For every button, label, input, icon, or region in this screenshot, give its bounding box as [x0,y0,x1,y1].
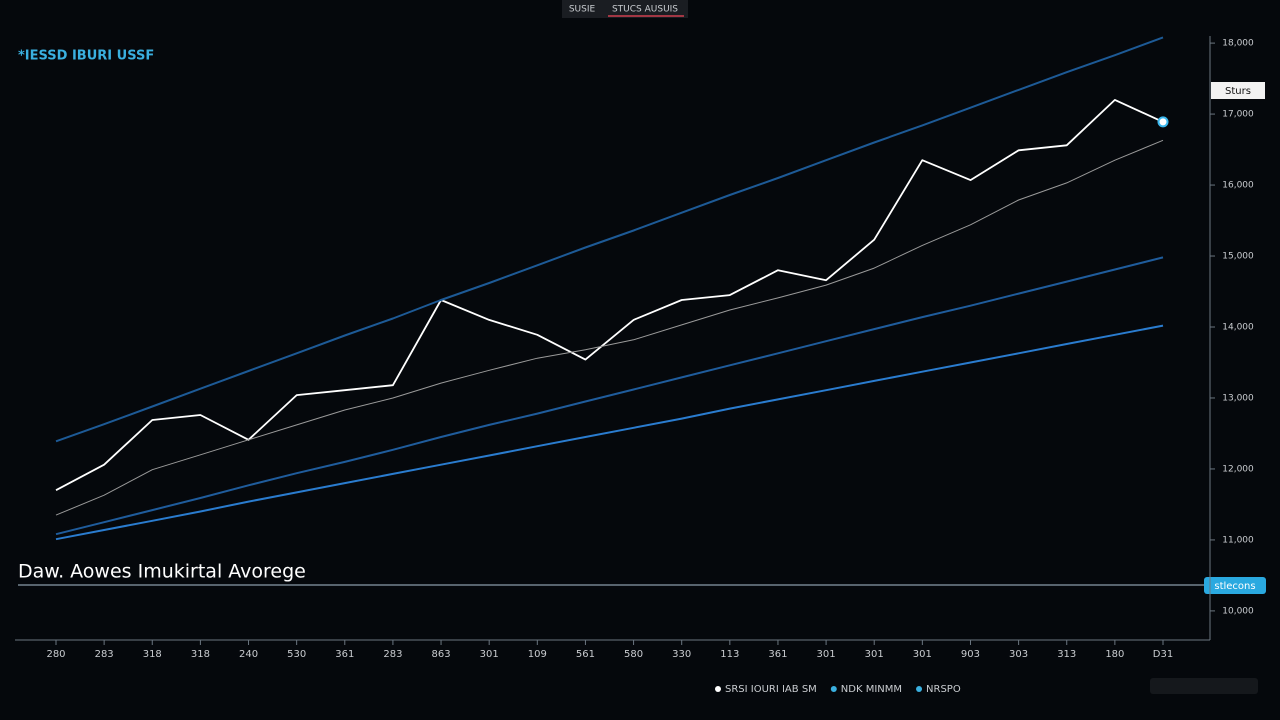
x-tick-label: 330 [672,649,691,660]
x-tick-label: 303 [1009,649,1028,660]
series-line [55,256,1164,536]
x-tick-label: 530 [287,649,306,660]
x-tick-label: 301 [865,649,884,660]
y-tick-label: 13,000 [1222,393,1254,403]
x-tick-label: 903 [961,649,980,660]
tab[interactable]: STUCS AUSUIS [612,5,678,15]
price-label-box [1204,577,1266,594]
legend-marker [830,686,837,692]
chart-subtitle: *IESSD IBURI USSF [18,49,154,64]
x-tick-label: 240 [239,649,258,660]
badge: Sturs [1225,86,1251,97]
x-tick-label: 301 [480,649,499,660]
badge-box [1211,82,1265,99]
x-tick-label: 180 [1105,649,1124,660]
x-tick-label: 361 [335,649,354,660]
y-tick-label: 16,000 [1222,181,1254,191]
series-line [55,324,1164,541]
y-tick-label: 15,000 [1222,252,1254,262]
x-tick-label: 318 [191,649,210,660]
tab-bar [562,0,688,18]
x-tick-label: 283 [383,649,402,660]
legend: SRSI IOURI IAB SM NDK MINMM NRSPO [715,684,961,695]
chart-title: Daw. Aowes Imukirtal Avorege [18,561,306,583]
x-tick-label: 561 [576,649,595,660]
legend-marker [916,686,923,692]
legend-label: SRSI IOURI IAB SM [725,684,817,695]
x-tick-label: 863 [431,649,450,660]
x-tick-label: 318 [143,649,162,660]
legend-marker [715,686,721,692]
x-tick-label: 301 [817,649,836,660]
price-label: stlecons [1214,581,1255,592]
y-tick-label: 12,000 [1222,464,1254,474]
toolbar[interactable] [1150,678,1258,694]
series-line [55,139,1164,516]
x-tick-label: 109 [528,649,547,660]
x-tick-label: 113 [720,649,739,660]
series-line [55,99,1164,491]
tab[interactable]: SUSIE [569,5,596,15]
legend-label: NDK MINMM [841,684,902,695]
series-line [55,36,1164,443]
y-tick-label: 18,000 [1222,39,1254,49]
y-tick-label: 11,000 [1222,535,1254,545]
x-tick-label: 361 [768,649,787,660]
legend-label: NRSPO [926,684,961,695]
end-point [1157,116,1169,128]
y-tick-label: 10,000 [1222,606,1254,616]
y-tick-label: 14,000 [1222,322,1254,332]
x-tick-label: D31 [1153,649,1173,660]
y-tick-label: 17,000 [1222,110,1254,120]
x-tick-label: 580 [624,649,643,660]
x-tick-label: 283 [95,649,114,660]
x-tick-label: 301 [913,649,932,660]
x-tick-label: 280 [46,649,65,660]
x-tick-label: 313 [1057,649,1076,660]
